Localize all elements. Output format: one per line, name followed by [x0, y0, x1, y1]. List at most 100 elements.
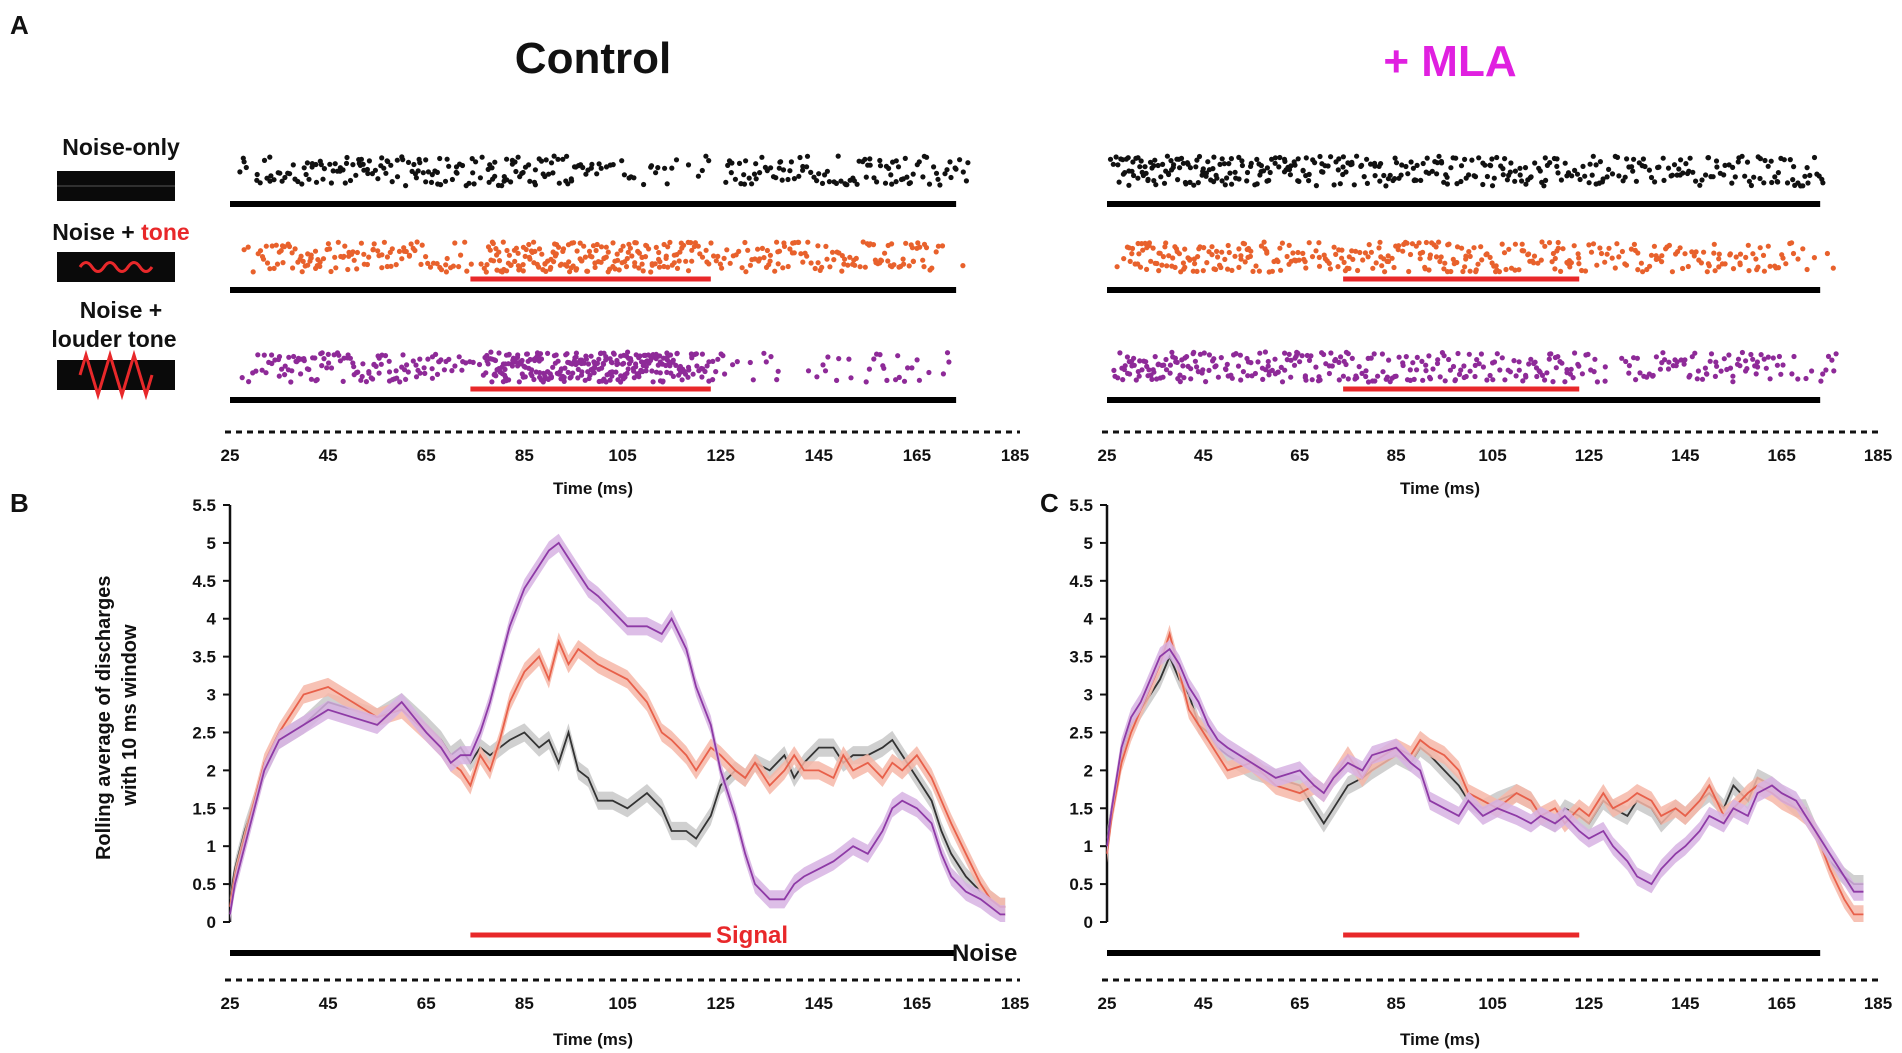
raster-dot [1523, 374, 1529, 380]
raster-dot [1226, 249, 1232, 256]
raster-dot [1743, 358, 1749, 364]
raster-dot [1546, 240, 1553, 246]
raster-dot [1303, 265, 1309, 271]
raster-dot [1350, 256, 1356, 262]
raster-dot [1339, 255, 1345, 261]
raster-dot [908, 242, 914, 248]
raster-dot [1767, 376, 1773, 382]
raster-dot [556, 180, 562, 186]
raster-dot [444, 156, 450, 162]
raster-dot [1671, 162, 1678, 168]
raster-dot [1111, 367, 1117, 373]
a-control-x-tick: 125 [706, 446, 734, 465]
raster-dot [369, 171, 375, 177]
raster-dot [1442, 260, 1448, 266]
raster-dot [515, 154, 521, 160]
raster-dot [755, 246, 761, 252]
raster-dot [335, 239, 341, 245]
raster-dot [575, 163, 582, 169]
raster-dot [1491, 359, 1498, 365]
raster-dot [1396, 243, 1402, 249]
raster-dot [1380, 369, 1386, 375]
raster-dot [1131, 355, 1137, 361]
raster-dot [1452, 378, 1458, 384]
raster-dot [881, 365, 887, 371]
raster-dot [761, 350, 767, 356]
raster-dot [328, 268, 334, 275]
raster-dot [839, 268, 845, 274]
raster-dot [1748, 351, 1754, 358]
raster-dot [1500, 172, 1506, 178]
raster-dot [1646, 167, 1652, 173]
raster-dot [1687, 155, 1693, 161]
raster-dot [1438, 158, 1444, 165]
raster-dot [1336, 377, 1342, 383]
raster-dot [1657, 366, 1663, 372]
raster-dot [282, 372, 288, 378]
plot-b-x-tick: 165 [903, 994, 931, 1013]
raster-dot [598, 165, 604, 171]
raster-dot [1346, 265, 1352, 272]
raster-dot [321, 356, 327, 362]
raster-dot [1127, 258, 1133, 264]
raster-dot [1161, 180, 1168, 186]
raster-dot [657, 353, 663, 359]
raster-dot [1593, 162, 1599, 168]
raster-dot [1735, 159, 1741, 165]
raster-dot [1635, 250, 1641, 256]
raster-dot [1290, 250, 1296, 256]
raster-dot [1586, 242, 1592, 248]
raster-dot [674, 265, 681, 271]
raster-dot [1623, 358, 1629, 365]
raster-dot [1317, 153, 1323, 160]
raster-dot [1446, 356, 1452, 363]
raster-dot [1177, 372, 1183, 378]
raster-dot [1760, 252, 1767, 258]
raster-dot [1139, 169, 1145, 175]
raster-dot [1680, 265, 1686, 272]
raster-dot [299, 181, 305, 187]
raster-dot [1248, 248, 1254, 254]
raster-dot [1751, 174, 1757, 180]
raster-dot [624, 255, 630, 262]
raster-dot [1681, 361, 1687, 367]
raster-dot [1753, 371, 1759, 377]
raster-dot [1682, 357, 1688, 363]
raster-dot [1609, 171, 1616, 177]
raster-dot [1769, 179, 1775, 186]
raster-dot [1385, 253, 1391, 259]
raster-dot [1659, 259, 1665, 265]
raster-dot [689, 355, 695, 361]
raster-dot [379, 252, 385, 258]
a-mla-x-tick: 145 [1671, 446, 1699, 465]
raster-dot [502, 366, 508, 372]
raster-dot [1673, 363, 1679, 369]
raster-dot [394, 174, 401, 180]
raster-dot [1538, 257, 1544, 263]
raster-dot [1516, 359, 1522, 365]
raster-dot [274, 261, 281, 267]
raster-dot [506, 252, 512, 258]
raster-dot [1172, 264, 1178, 270]
raster-dot [1115, 162, 1121, 168]
raster-dot [1549, 259, 1555, 265]
raster-dot [808, 260, 814, 266]
raster-dot [1555, 245, 1561, 251]
raster-dot [1507, 369, 1513, 375]
raster-dot [1135, 175, 1141, 181]
raster-dot [1284, 253, 1290, 260]
raster-dot [848, 375, 854, 381]
plot-b: 00.511.522.533.544.555.525 45 65 85 105 125 14… [192, 496, 1029, 1013]
raster-dot [318, 162, 324, 168]
raster-dot [1435, 357, 1441, 363]
raster-dot [1260, 376, 1266, 382]
noise-tone-waveform-icon [57, 252, 175, 282]
raster-dot [443, 262, 449, 268]
raster-dot [317, 259, 323, 265]
raster-dot [1282, 158, 1288, 164]
raster-dot [1137, 358, 1143, 364]
raster-dot [384, 158, 390, 164]
raster-dot [1678, 157, 1684, 163]
raster-dot [1833, 351, 1839, 357]
raster-dot [351, 364, 357, 370]
